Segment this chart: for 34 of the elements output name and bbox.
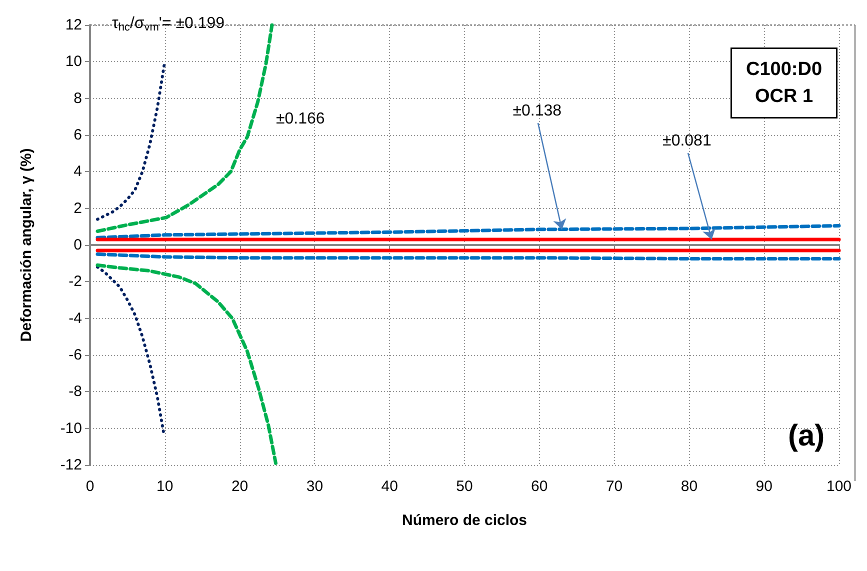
- x-tick-label: 40: [381, 478, 398, 495]
- y-tick-label: -12: [60, 456, 82, 474]
- x-tick-label: 50: [456, 478, 473, 495]
- y-tick-label: -6: [68, 346, 82, 364]
- y-tick-label: 2: [74, 200, 82, 217]
- y-tick-label: -10: [60, 420, 82, 437]
- y-tick-label: -4: [68, 310, 82, 327]
- annotation: ±0.081: [662, 132, 712, 150]
- line-series: [96, 224, 841, 240]
- annotation: C100:D0 OCR 1: [746, 59, 822, 107]
- x-tick-label: 30: [306, 478, 324, 495]
- x-tick-label: 0: [86, 478, 94, 495]
- y-tick-label: -2: [68, 273, 82, 290]
- y-tick-label: 0: [74, 236, 82, 254]
- x-tick-label: 60: [531, 478, 548, 495]
- line-series: [96, 263, 278, 465]
- x-tick-label: 10: [156, 478, 174, 495]
- y-tick-label: 12: [65, 16, 82, 34]
- y-axis-title: Deformación angular, γ (%): [18, 148, 35, 342]
- y-tick-label: 6: [74, 126, 82, 144]
- annotation: (a): [788, 420, 825, 452]
- x-tick-label: 70: [606, 478, 623, 495]
- annotation: ±0.138: [512, 102, 562, 120]
- x-tick-label: 100: [826, 478, 852, 495]
- y-tick-label: -8: [68, 383, 82, 400]
- x-axis-title: Número de ciclos: [402, 512, 528, 529]
- annotation: ±0.166: [276, 110, 325, 128]
- line-series: [96, 64, 166, 221]
- y-tick-label: 8: [74, 90, 82, 107]
- x-tick-label: 20: [231, 478, 248, 495]
- y-tick-label: 10: [65, 53, 82, 70]
- x-tick-label: 80: [680, 478, 698, 495]
- x-tick-label: 90: [756, 478, 772, 495]
- y-tick-label: 4: [74, 163, 82, 180]
